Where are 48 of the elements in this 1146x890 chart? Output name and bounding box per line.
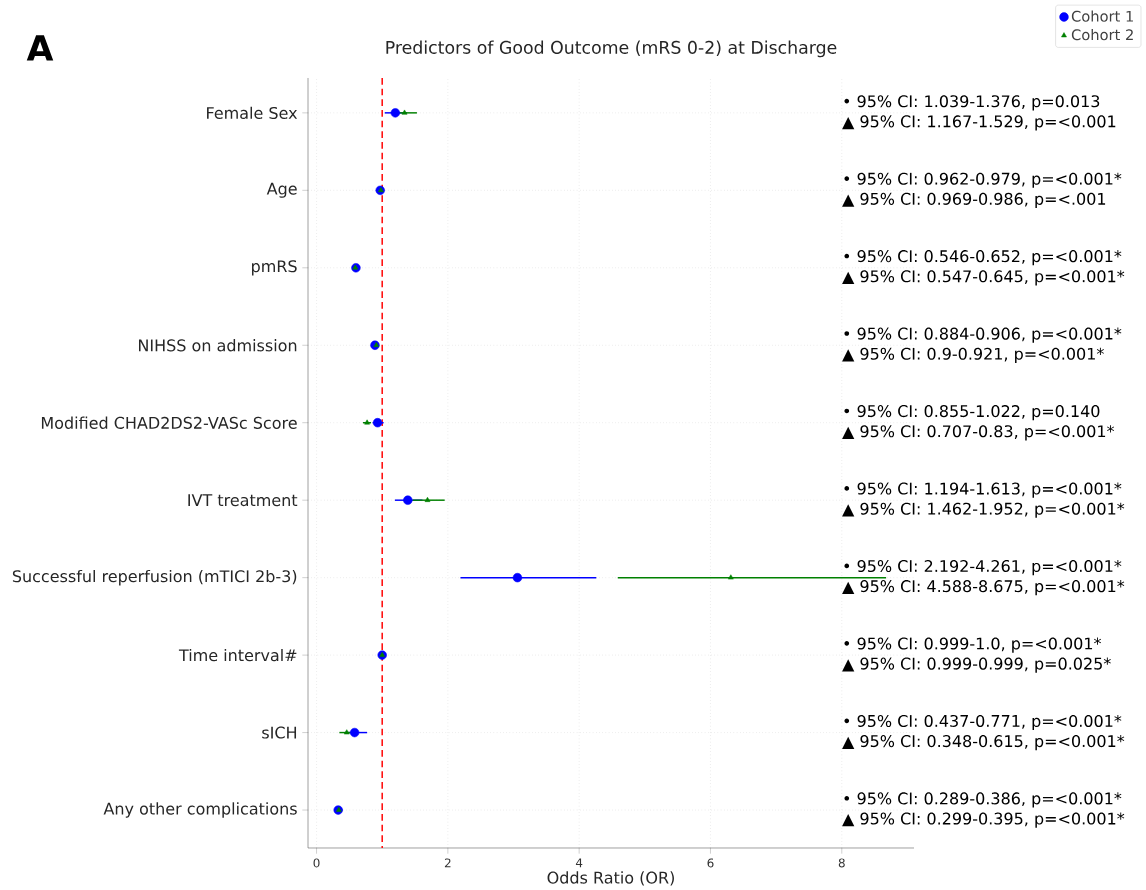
- point: [728, 574, 734, 580]
- legend-label: Cohort 2: [1071, 28, 1133, 41]
- annotation: • 95% CI: 0.289-0.386, p=<0.001*: [844, 792, 1122, 808]
- annotation: • 95% CI: 0.437-0.771, p=<0.001*: [844, 714, 1122, 731]
- y-tick-label: NIHSS on admission: [139, 339, 297, 352]
- point: [424, 496, 431, 502]
- x-tick-label: 6: [707, 858, 714, 868]
- annotation: ▲ 95% CI: 0.547-0.645, p=<0.001*: [842, 270, 1125, 286]
- x-tick-label: 8: [838, 858, 845, 868]
- annotation: • 95% CI: 0.884-0.906, p=<0.001*: [844, 327, 1122, 343]
- annotation: • 95% CI: 0.546-0.652, p=<0.001*: [844, 250, 1122, 266]
- annotation: ▲ 95% CI: 1.167-1.529, p=<0.001: [842, 115, 1116, 131]
- y-tick-label: IVT treatment: [188, 494, 298, 507]
- point: [403, 495, 413, 505]
- annotation: • 95% CI: 0.855-1.022, p=0.140: [844, 405, 1100, 421]
- annotation: ▲ 95% CI: 0.9-0.921, p=<0.001*: [842, 347, 1104, 363]
- annotation: ▲ 95% CI: 0.999-0.999, p=0.025*: [842, 657, 1111, 673]
- y-tick-label: pmRS: [252, 260, 297, 276]
- y-tick-label: Successful reperfusion (mTICI 2b-3): [12, 569, 297, 586]
- annotation: • 95% CI: 0.962-0.979, p=<0.001*: [844, 172, 1122, 188]
- legend-label: Cohort 1: [1071, 10, 1133, 22]
- y-tick-label: Female Sex: [207, 106, 298, 120]
- point: [390, 108, 400, 118]
- x-axis-title: Odds Ratio (OR): [547, 871, 674, 886]
- annotation: ▲ 95% CI: 0.348-0.615, p=<0.001*: [842, 735, 1125, 751]
- y-tick-label: Time interval#: [178, 648, 297, 662]
- annotation: • 95% CI: 0.999-1.0, p=<0.001*: [844, 637, 1102, 653]
- point: [401, 109, 408, 115]
- annotation: • 95% CI: 1.194-1.613, p=<0.001*: [844, 482, 1122, 498]
- annotation: • 95% CI: 2.192-4.261, p=<0.001*: [844, 559, 1122, 576]
- y-tick-label: Age: [266, 182, 297, 198]
- x-tick-label: 0: [313, 858, 320, 868]
- y-tick-label: Modified CHAD2DS2-VASc Score: [41, 416, 297, 429]
- y-tick-label: sICH: [262, 726, 297, 739]
- x-tick-label: 2: [444, 858, 451, 868]
- point: [343, 729, 350, 735]
- annotation: ▲ 95% CI: 0.969-0.986, p=<.001: [842, 192, 1106, 208]
- annotation: ▲ 95% CI: 0.299-0.395, p=<0.001*: [842, 812, 1125, 828]
- annotation: ▲ 95% CI: 4.588-8.675, p=<0.001*: [842, 580, 1125, 596]
- annotation: • 95% CI: 1.039-1.376, p=0.013: [844, 95, 1100, 111]
- x-tick-label: 4: [575, 858, 583, 868]
- text: A: [26, 35, 54, 61]
- annotation: ▲ 95% CI: 0.707-0.83, p=<0.001*: [842, 425, 1115, 441]
- y-tick-label: Any other complications: [103, 802, 297, 818]
- point: [512, 572, 523, 583]
- annotation: ▲ 95% CI: 1.462-1.952, p=<0.001*: [842, 502, 1125, 518]
- chart-title: Predictors of Good Outcome (mRS 0-2) at Discharge: [386, 40, 837, 58]
- point: [372, 418, 383, 428]
